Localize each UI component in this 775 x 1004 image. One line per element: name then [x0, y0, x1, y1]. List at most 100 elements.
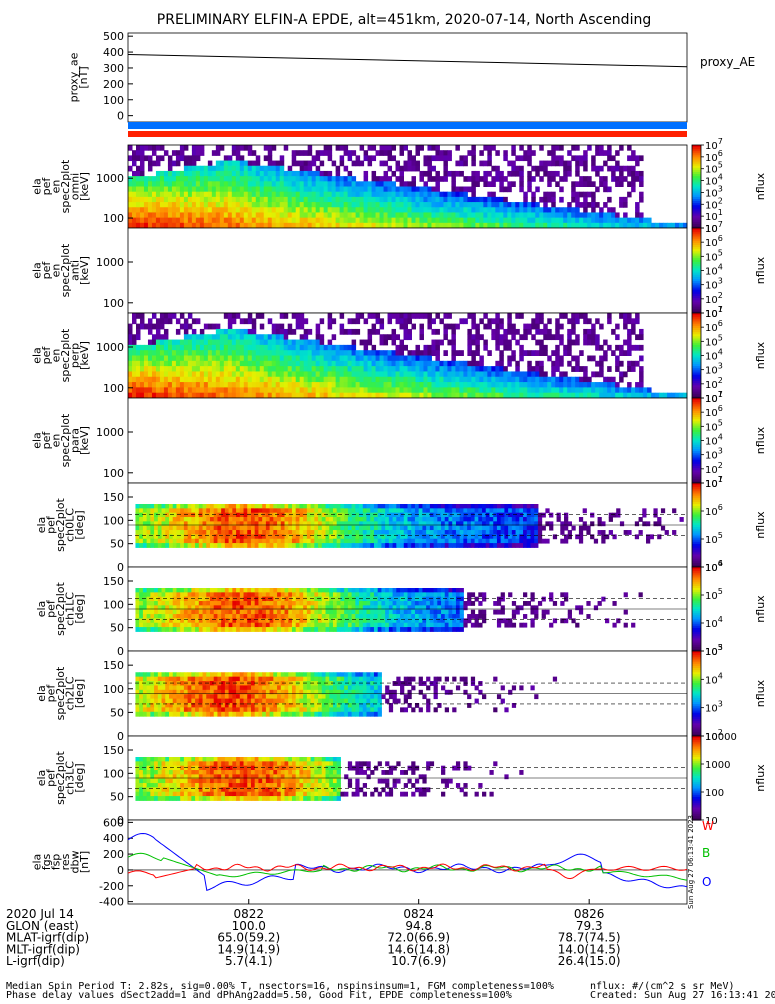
heat-cell: [224, 366, 228, 372]
heat-cell: [147, 610, 151, 615]
heat-cell: [143, 517, 147, 522]
heat-cell: [400, 181, 404, 187]
heat-cell: [132, 202, 136, 208]
heat-cell: [255, 592, 259, 597]
heat-cell: [140, 366, 144, 372]
heat-cell: [603, 377, 607, 383]
heat-cell: [511, 171, 515, 177]
heat-cell: [352, 361, 356, 367]
heat-cell: [568, 530, 572, 535]
heat-cell: [603, 161, 607, 167]
heat-cell: [299, 513, 303, 518]
heat-cell: [340, 508, 344, 513]
heat-cell: [280, 161, 284, 167]
heat-cell: [168, 181, 172, 187]
heat-cell: [431, 329, 435, 335]
heat-cell: [507, 207, 511, 213]
heat-cell: [204, 207, 208, 213]
heat-cell: [180, 610, 184, 615]
heat-cell: [132, 197, 136, 203]
heat-cell: [176, 597, 180, 602]
heat-cell: [503, 202, 507, 208]
heat-cell: [348, 371, 352, 377]
heat-cell: [355, 539, 359, 544]
heat-cell: [595, 218, 599, 224]
heat-cell: [312, 192, 316, 198]
heat-cell: [384, 334, 388, 340]
heat-cell: [210, 530, 214, 535]
heat-cell: [388, 207, 392, 213]
heat-cell: [272, 356, 276, 362]
heat-cell: [400, 366, 404, 372]
heat-cell: [264, 155, 268, 161]
heat-cell: [571, 318, 575, 324]
heat-cell: [280, 155, 284, 161]
heat-cell: [411, 350, 415, 356]
heat-cell: [156, 155, 160, 161]
heat-cell: [385, 530, 389, 535]
heat-cell: [192, 150, 196, 156]
heat-cell: [591, 192, 595, 198]
heat-cell: [380, 176, 384, 182]
heat-cell: [380, 202, 384, 208]
heat-cell: [408, 181, 412, 187]
heat-cell: [360, 197, 364, 203]
heat-cell: [411, 181, 415, 187]
heat-cell: [244, 513, 248, 518]
heat-cell: [236, 155, 240, 161]
heat-cell: [467, 526, 471, 531]
heat-cell: [411, 207, 415, 213]
heat-cell: [423, 371, 427, 377]
heat-cell: [168, 345, 172, 351]
heat-cell: [255, 610, 259, 615]
heat-cell: [236, 207, 240, 213]
heat-cell: [229, 508, 233, 513]
heat-cell: [328, 192, 332, 198]
heat-cell: [164, 212, 168, 218]
heat-cell: [162, 601, 166, 606]
heat-cell: [303, 513, 307, 518]
heat-cell: [340, 202, 344, 208]
heat-cell: [396, 350, 400, 356]
heat-cell: [497, 539, 501, 544]
heat-cell: [135, 601, 139, 606]
heat-cell: [443, 334, 447, 340]
heat-cell: [455, 171, 459, 177]
heat-cell: [491, 371, 495, 377]
heat-cell: [176, 614, 180, 619]
heat-cell: [611, 207, 615, 213]
heat-cell: [148, 161, 152, 167]
heat-cell: [128, 197, 132, 203]
heat-cell: [411, 387, 415, 393]
heat-cell: [329, 543, 333, 548]
heat-cell: [229, 521, 233, 526]
heat-cell: [422, 521, 426, 526]
heat-cell: [132, 176, 136, 182]
heat-cell: [571, 181, 575, 187]
heat-cell: [555, 324, 559, 330]
heat-cell: [431, 202, 435, 208]
heat-cell: [615, 356, 619, 362]
heat-cell: [419, 324, 423, 330]
heat-cell: [384, 202, 388, 208]
heat-cell: [340, 212, 344, 218]
heat-cell: [459, 318, 463, 324]
heat-cell: [627, 313, 631, 319]
heat-cell: [393, 543, 397, 548]
heat-cell: [400, 197, 404, 203]
heat-cell: [543, 345, 547, 351]
heat-cell: [396, 202, 400, 208]
heat-cell: [204, 187, 208, 193]
heat-cell: [240, 345, 244, 351]
heat-cell: [196, 150, 200, 156]
heat-cell: [240, 166, 244, 172]
heat-cell: [427, 197, 431, 203]
heat-cell: [200, 334, 204, 340]
heat-cell: [543, 371, 547, 377]
heat-cell: [169, 539, 173, 544]
heat-cell: [547, 329, 551, 335]
heat-cell: [148, 361, 152, 367]
heat-cell: [439, 155, 443, 161]
heat-cell: [527, 539, 531, 544]
heat-cell: [307, 521, 311, 526]
